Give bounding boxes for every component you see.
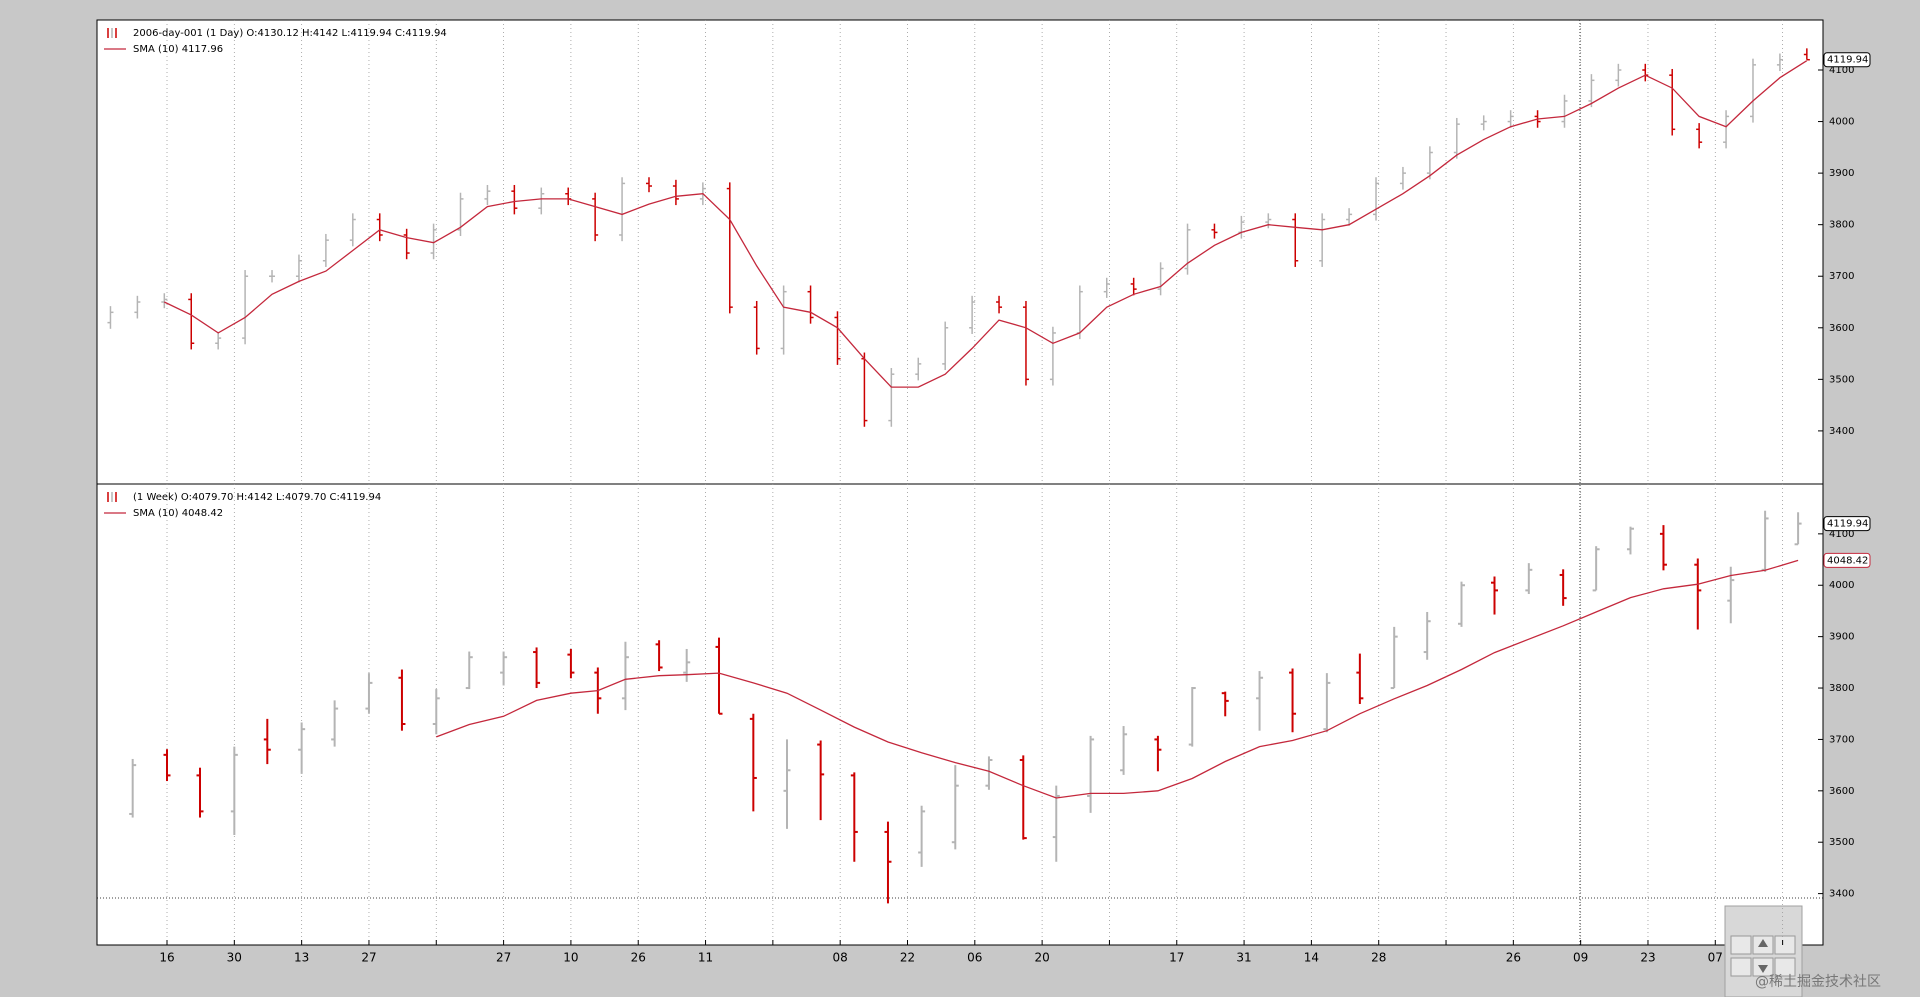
legend-label: SMA (10) 4117.96 xyxy=(133,44,223,55)
legend-label: SMA (10) 4048.42 xyxy=(133,508,223,519)
x-tick-label: 11 xyxy=(698,951,713,965)
y-tick-label: 4100 xyxy=(1829,529,1854,540)
x-tick-label: 23 xyxy=(1640,951,1655,965)
x-tick-label: 26 xyxy=(631,951,646,965)
x-tick-label: 06 xyxy=(967,951,982,965)
legend-icon xyxy=(104,28,126,514)
toolbar-button[interactable] xyxy=(1774,935,1796,955)
x-tick-label: 27 xyxy=(496,951,511,965)
price-tag xyxy=(1823,552,1871,568)
plot-area xyxy=(96,19,1824,946)
x-tick-label: 10 xyxy=(563,951,578,965)
x-tick-label: 09 xyxy=(1573,951,1588,965)
y-tick-label: 3800 xyxy=(1829,683,1854,694)
price-tag-label: 4048.42 xyxy=(1827,555,1868,566)
x-tick-label: 27 xyxy=(361,951,376,965)
toolbar-button[interactable] xyxy=(1730,935,1752,955)
y-tick-label: 3900 xyxy=(1829,168,1854,179)
y-tick-label: 4100 xyxy=(1829,65,1854,76)
x-tick-label: 14 xyxy=(1304,951,1319,965)
x-tick-label: 22 xyxy=(900,951,915,965)
toolbar-button[interactable] xyxy=(1730,957,1752,977)
y-tick-label: 3800 xyxy=(1829,220,1854,231)
price-tag-label: 4119.94 xyxy=(1827,55,1868,66)
x-tick-label: 07 xyxy=(1708,951,1723,965)
y-tick-label: 4000 xyxy=(1829,117,1854,128)
x-tick-label: 20 xyxy=(1034,951,1049,965)
toolbar-button[interactable] xyxy=(1774,957,1796,977)
x-tick-label: 17 xyxy=(1169,951,1184,965)
navigation-toolbar[interactable] xyxy=(1724,905,1803,997)
y-tick-label: 3700 xyxy=(1829,271,1854,282)
y-tick-label: 3600 xyxy=(1829,323,1854,334)
legend-label: (1 Week) O:4079.70 H:4142 L:4079.70 C:41… xyxy=(133,492,381,503)
price-tag xyxy=(1823,516,1871,532)
legend-label: 2006-day-001 (1 Day) O:4130.12 H:4142 L:… xyxy=(133,28,447,39)
y-tick-label: 3700 xyxy=(1829,734,1854,745)
y-tick-label: 3500 xyxy=(1829,374,1854,385)
y-tick-label: 3900 xyxy=(1829,632,1854,643)
y-tick-label: 3500 xyxy=(1829,837,1854,848)
x-tick-label: 31 xyxy=(1236,951,1251,965)
watermark: @稀土掘金技术社区 xyxy=(1755,974,1881,990)
y-tick-label: 3400 xyxy=(1829,889,1854,900)
x-tick-label: 28 xyxy=(1371,951,1386,965)
sma-line xyxy=(164,60,1808,388)
sma-line xyxy=(436,559,1799,799)
y-tick-label: 4000 xyxy=(1829,580,1854,591)
x-tick-label: 16 xyxy=(159,951,174,965)
x-tick-label: 13 xyxy=(294,951,309,965)
y-tick-label: 3600 xyxy=(1829,786,1854,797)
price-tag xyxy=(1823,52,1871,68)
toolbar-arrows xyxy=(1758,939,1768,973)
x-tick-label: 26 xyxy=(1506,951,1521,965)
y-tick-label: 3400 xyxy=(1829,426,1854,437)
x-tick-label: 30 xyxy=(227,951,242,965)
x-tick-label: 08 xyxy=(833,951,848,965)
price-tag-label: 4119.94 xyxy=(1827,519,1868,530)
